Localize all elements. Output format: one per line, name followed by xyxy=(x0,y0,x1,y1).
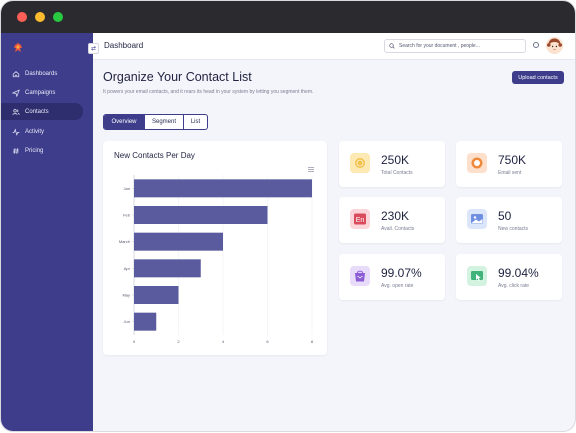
chart-bar[interactable] xyxy=(134,259,201,278)
sidebar-item-label: Pricing xyxy=(25,147,44,154)
chart-bar[interactable] xyxy=(134,286,179,304)
stat-value: 99.04% xyxy=(498,266,539,280)
close-window-button[interactable] xyxy=(17,12,27,22)
email-sent-card[interactable]: 750K Email sent xyxy=(456,141,562,187)
sidebar-item-campaigns[interactable]: Campaigns xyxy=(1,84,83,101)
tab-list[interactable]: List xyxy=(190,119,201,125)
y-tick-label: Feb xyxy=(123,213,131,218)
x-tick-label: 0 xyxy=(133,339,136,344)
tab-overview[interactable]: Overview xyxy=(104,115,145,129)
new-contacts-chart-card: New Contacts Per Day Jan Feb March Apr May Ju… xyxy=(103,141,327,355)
header-title: Dashboard xyxy=(104,41,144,50)
sidebar-item-label: Dashboards xyxy=(25,70,58,77)
stat-label: Total Contacts xyxy=(381,170,413,176)
search-placeholder: Search for your document , people... xyxy=(399,43,480,49)
image-icon xyxy=(467,209,487,229)
search-icon xyxy=(389,43,395,49)
cursor-screen-icon xyxy=(467,266,487,286)
minimize-window-button[interactable] xyxy=(35,12,45,22)
sidebar-item-label: Campaigns xyxy=(25,89,56,96)
open-rate-card[interactable]: 99.07% Avg. open rate xyxy=(339,254,445,300)
click-rate-card[interactable]: 99.04% Avg. click rate xyxy=(456,254,562,300)
tab-segment[interactable]: Segment xyxy=(145,115,184,129)
x-tick-label: 4 xyxy=(222,339,225,344)
stat-value: 99.07% xyxy=(381,266,422,280)
sidebar: Dashboards Campaigns Contacts Activity P… xyxy=(1,33,93,431)
y-tick-label: May xyxy=(122,293,130,298)
stat-label: Avail. Contacts xyxy=(381,226,415,232)
stat-label: New contacts xyxy=(498,226,529,232)
chart-bar[interactable] xyxy=(134,179,312,198)
available-contacts-card[interactable]: En 230K Avail. Contacts xyxy=(339,197,445,243)
target-icon xyxy=(467,153,487,173)
bar-chart: Jan Feb March Apr May Jun 0 2 4 6 8 xyxy=(119,175,314,344)
avatar[interactable] xyxy=(546,37,563,54)
stat-label: Email sent xyxy=(498,170,522,176)
page-subtitle: It powers your email contacts, and it re… xyxy=(103,89,314,95)
sidebar-item-label: Contacts xyxy=(25,108,49,115)
sidebar-item-contacts[interactable]: Contacts xyxy=(1,103,83,120)
y-tick-label: Apr xyxy=(124,266,131,271)
mail-bag-icon xyxy=(350,266,370,286)
total-contacts-card[interactable]: 250K Total Contacts xyxy=(339,141,445,187)
home-icon xyxy=(11,69,20,78)
sidebar-collapse-icon[interactable]: ⇄ xyxy=(88,43,99,54)
chart-bar[interactable] xyxy=(134,206,268,224)
sidebar-item-activity[interactable]: Activity xyxy=(1,123,83,140)
hash-icon xyxy=(11,146,20,155)
sidebar-item-label: Activity xyxy=(25,128,45,135)
y-tick-label: March xyxy=(119,239,130,244)
y-tick-label: Jan xyxy=(124,186,130,191)
search-input[interactable]: Search for your document , people... xyxy=(384,39,526,53)
chart-menu-icon[interactable] xyxy=(308,167,314,172)
notification-icon[interactable] xyxy=(533,42,539,48)
chart-bar[interactable] xyxy=(134,312,157,331)
users-icon xyxy=(11,107,20,116)
stat-value: 750K xyxy=(498,153,527,167)
sidebar-item-dashboards[interactable]: Dashboards xyxy=(1,65,83,82)
x-tick-label: 6 xyxy=(266,339,269,344)
x-tick-label: 2 xyxy=(177,339,180,344)
chart-title: New Contacts Per Day xyxy=(114,151,195,160)
stat-label: Avg. click rate xyxy=(498,283,530,289)
maximize-window-button[interactable] xyxy=(53,12,63,22)
stat-value: 230K xyxy=(381,209,410,223)
contact-card-icon: En xyxy=(350,209,370,229)
svg-text:En: En xyxy=(356,217,365,224)
upload-contacts-button[interactable]: Upload contacts xyxy=(512,71,564,84)
new-contacts-card[interactable]: 50 New contacts xyxy=(456,197,562,243)
sidebar-item-pricing[interactable]: Pricing xyxy=(1,142,83,159)
stat-value: 50 xyxy=(498,209,512,223)
stat-label: Avg. open rate xyxy=(381,283,414,289)
coins-icon xyxy=(350,153,370,173)
view-tabs: Overview Segment List xyxy=(103,114,208,130)
window-titlebar xyxy=(1,1,575,33)
y-tick-label: Jun xyxy=(124,319,130,324)
activity-icon xyxy=(11,127,20,136)
x-tick-label: 8 xyxy=(311,339,314,344)
logo-icon[interactable] xyxy=(12,42,24,54)
top-header: Dashboard Search for your document , peo… xyxy=(93,33,575,60)
stat-value: 250K xyxy=(381,153,410,167)
chart-bar[interactable] xyxy=(134,232,223,251)
send-icon xyxy=(11,88,20,97)
page-title: Organize Your Contact List xyxy=(103,70,252,84)
